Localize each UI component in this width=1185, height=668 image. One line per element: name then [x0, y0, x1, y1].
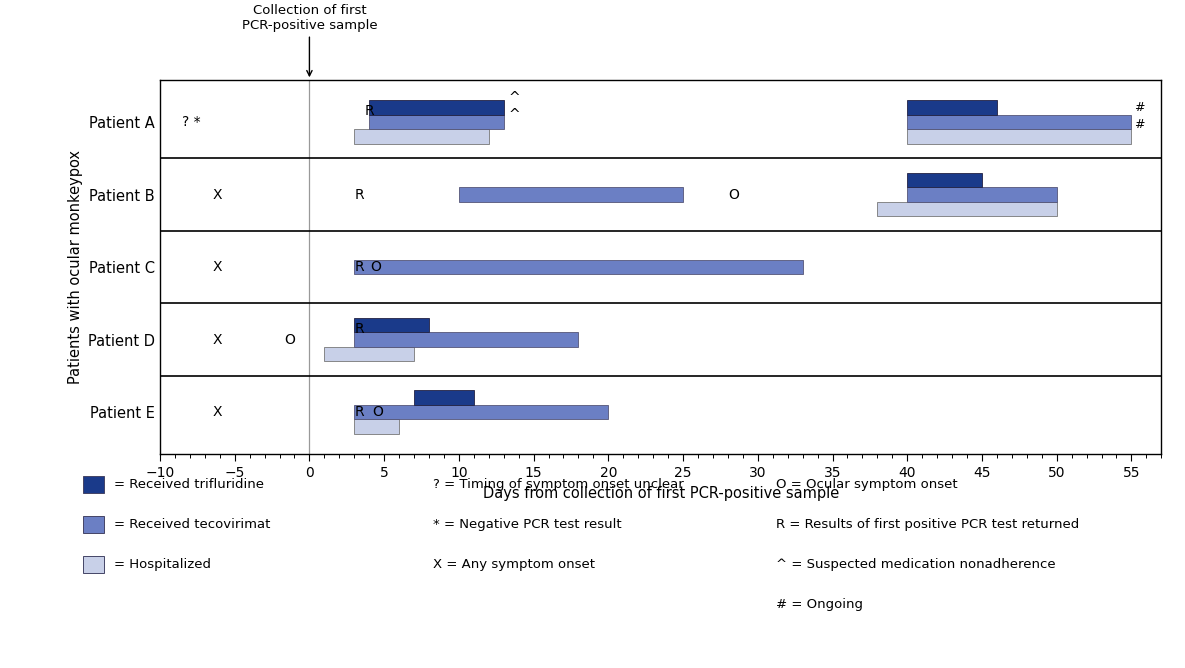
Bar	[414, 390, 474, 405]
Text: X: X	[212, 333, 222, 347]
Text: R = Results of first positive PCR test returned: R = Results of first positive PCR test r…	[776, 518, 1080, 531]
Text: R: R	[354, 322, 364, 336]
Text: ? = Timing of symptom onset unclear: ? = Timing of symptom onset unclear	[433, 478, 684, 491]
Bar	[877, 202, 1057, 216]
Bar	[354, 318, 429, 333]
Text: X: X	[212, 261, 222, 274]
Text: R: R	[354, 188, 364, 202]
Text: O = Ocular symptom onset: O = Ocular symptom onset	[776, 478, 957, 491]
Bar	[354, 405, 608, 420]
Bar	[908, 173, 982, 188]
Text: ^: ^	[508, 92, 520, 106]
Text: = Received trifluridine: = Received trifluridine	[114, 478, 264, 491]
Text: O: O	[371, 261, 382, 274]
Text: ? *: ? *	[182, 115, 201, 129]
Text: X: X	[212, 405, 222, 420]
Text: O: O	[284, 333, 295, 347]
Text: R: R	[354, 405, 364, 420]
Bar	[908, 130, 1132, 144]
Bar	[908, 100, 997, 115]
Text: O: O	[372, 405, 383, 420]
Text: O: O	[728, 188, 738, 202]
Text: X = Any symptom onset: X = Any symptom onset	[433, 558, 595, 571]
Bar	[354, 420, 399, 434]
Bar	[370, 100, 504, 115]
Text: #: #	[1134, 118, 1145, 131]
Text: * = Negative PCR test result: * = Negative PCR test result	[433, 518, 621, 531]
X-axis label: Days from collection of first PCR-positive sample: Days from collection of first PCR-positi…	[482, 486, 839, 500]
Text: R: R	[365, 104, 374, 118]
Bar	[354, 333, 578, 347]
Bar	[354, 130, 488, 144]
Text: ^: ^	[508, 108, 520, 122]
Text: R: R	[354, 261, 364, 274]
Text: X: X	[212, 188, 222, 202]
Y-axis label: Patients with ocular monkeypox: Patients with ocular monkeypox	[68, 150, 83, 384]
Bar	[370, 115, 504, 130]
Bar	[908, 188, 1057, 202]
Bar	[908, 115, 1132, 130]
Bar	[354, 260, 802, 275]
Text: Collection of first
PCR-positive sample: Collection of first PCR-positive sample	[242, 3, 377, 76]
Text: #: #	[1134, 102, 1145, 114]
Bar	[459, 188, 683, 202]
Text: # = Ongoing: # = Ongoing	[776, 598, 863, 611]
Text: = Received tecovirimat: = Received tecovirimat	[114, 518, 270, 531]
Text: = Hospitalized: = Hospitalized	[114, 558, 211, 571]
Text: ^ = Suspected medication nonadherence: ^ = Suspected medication nonadherence	[776, 558, 1056, 571]
Bar	[325, 347, 414, 361]
